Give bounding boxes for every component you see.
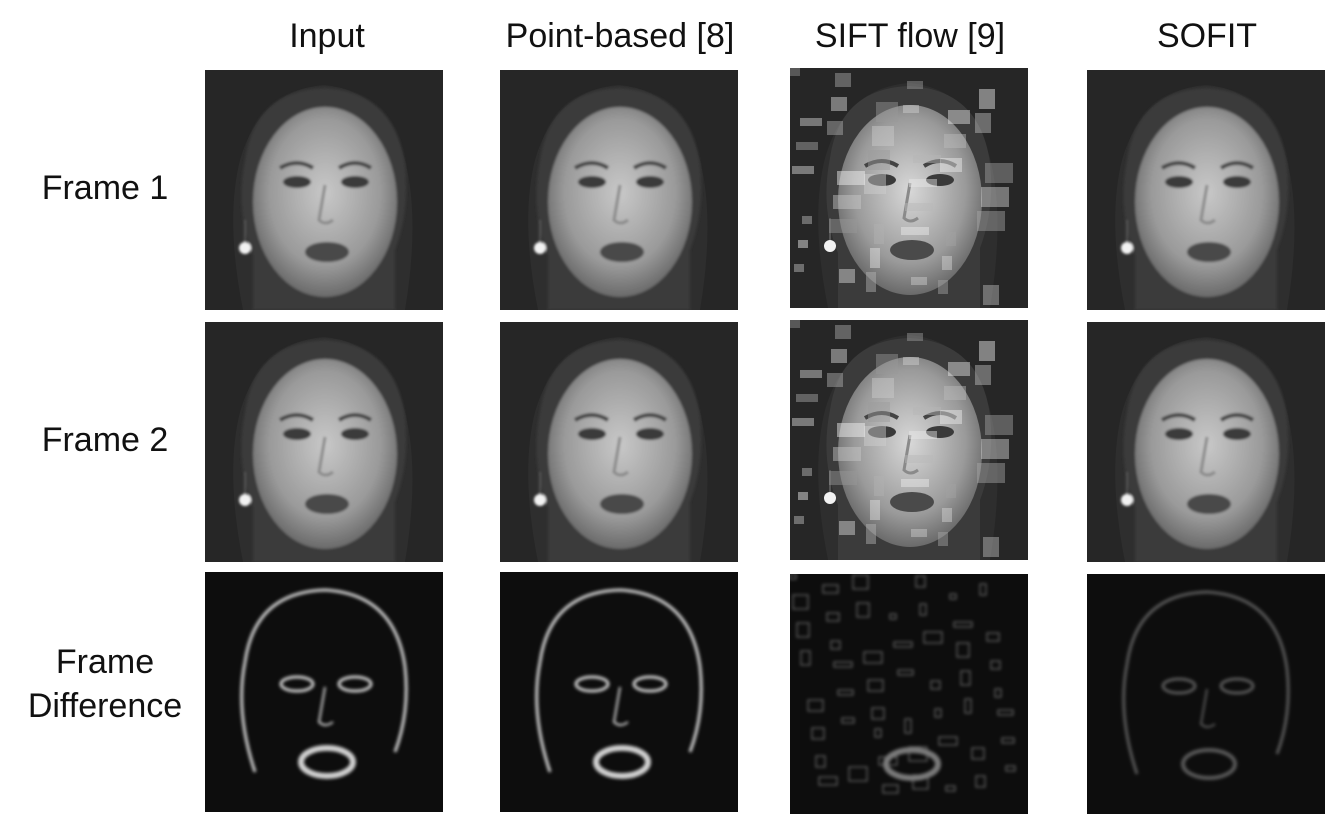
frame2-point-based-image [500,322,738,562]
column-header-sofit: SOFIT [1156,17,1258,55]
column-header-sift-flow: SIFT flow [9] [814,17,1006,55]
column-header-input: Input [289,17,365,55]
difference-sofit-image [1087,574,1325,814]
row-label-frame-1: Frame 1 [0,166,210,210]
row-label-frame-2-line: Frame 2 [41,421,169,459]
difference-sift-flow-image [790,574,1028,814]
frame2-input-image [205,322,443,562]
difference-input-image [205,572,443,812]
frame1-input-image [205,70,443,310]
difference-point-based-image [500,572,738,812]
row-label-frame-2: Frame 2 [0,418,210,462]
frame1-sofit-image [1087,70,1325,310]
frame2-sofit-image [1087,322,1325,562]
row-label-frame-difference-line-2: Difference [27,687,183,725]
frame2-sift-flow-image [790,320,1028,560]
row-label-frame-1-line: Frame 1 [41,169,169,207]
row-label-frame-difference: Frame Difference [0,640,210,728]
frame1-sift-flow-image [790,68,1028,308]
column-header-point-based: Point-based [8] [505,17,735,55]
row-label-frame-difference-line-1: Frame [55,643,155,681]
frame1-point-based-image [500,70,738,310]
